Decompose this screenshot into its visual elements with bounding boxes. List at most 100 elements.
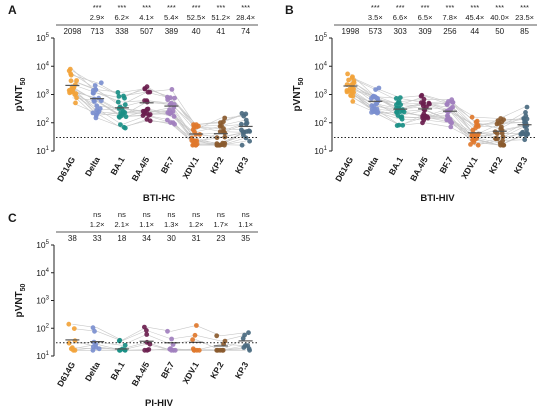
data-point — [215, 142, 221, 148]
x-category-label: BF.7 — [159, 360, 177, 380]
data-point — [469, 114, 475, 120]
gmt-label: 38 — [68, 234, 77, 243]
data-point — [68, 346, 74, 352]
x-axis-title: BTI-HC — [143, 193, 175, 204]
data-point — [475, 142, 481, 148]
y-tick-label: 104 — [314, 61, 327, 71]
x-category-label: Delta — [361, 155, 380, 178]
fold-change-label: 1.2× — [189, 220, 204, 229]
fold-change-label: 1.1× — [139, 220, 154, 229]
subject-line — [72, 323, 246, 341]
x-category-label: BA.1 — [108, 155, 126, 177]
data-point — [117, 337, 123, 343]
data-point — [369, 103, 375, 109]
data-point — [169, 336, 175, 342]
data-point — [220, 347, 226, 353]
data-point — [169, 87, 175, 92]
data-point — [397, 95, 403, 100]
data-point — [140, 113, 146, 118]
significance-label: *** — [142, 3, 151, 12]
data-point — [474, 118, 480, 124]
data-point — [115, 99, 121, 105]
gmt-label: 33 — [93, 234, 102, 243]
data-point — [121, 109, 126, 114]
significance-label: ns — [167, 210, 175, 219]
gmt-label: 34 — [142, 234, 151, 243]
y-axis-label: pVNT50 — [292, 77, 305, 111]
data-point — [518, 131, 524, 137]
data-point — [397, 109, 403, 115]
significance-label: *** — [495, 3, 504, 12]
data-point — [246, 346, 252, 352]
data-point — [420, 103, 426, 109]
fold-change-label: 40.0× — [490, 13, 509, 22]
x-category-label: D614G — [55, 360, 77, 389]
data-point — [420, 115, 425, 121]
data-point — [501, 142, 506, 148]
data-point — [495, 118, 501, 124]
y-tick-label: 102 — [36, 323, 49, 333]
gmt-label: 23 — [216, 234, 225, 243]
data-point — [142, 324, 147, 330]
gmt-label: 713 — [90, 27, 104, 36]
fold-change-label: 28.4× — [236, 13, 255, 22]
gmt-label: 2098 — [63, 27, 81, 36]
data-point — [446, 99, 451, 104]
data-point — [447, 107, 453, 113]
data-point — [221, 119, 226, 125]
data-point — [246, 330, 251, 336]
y-axis-label: pVNT50 — [14, 77, 27, 111]
y-tick-label: 104 — [36, 61, 49, 71]
data-point — [217, 129, 223, 135]
x-category-label: KP.2 — [208, 155, 226, 176]
data-point — [374, 110, 380, 116]
data-point — [168, 120, 173, 125]
data-point — [449, 99, 455, 105]
subject-line — [350, 77, 525, 130]
data-point — [115, 90, 121, 95]
y-tick-label: 105 — [36, 240, 49, 250]
data-point — [118, 122, 123, 127]
data-point — [172, 347, 178, 353]
data-point — [350, 99, 356, 104]
significance-label: *** — [167, 3, 176, 12]
data-point — [350, 74, 355, 80]
significance-label: ns — [242, 210, 250, 219]
data-point — [215, 347, 221, 353]
significance-label: ns — [118, 210, 126, 219]
y-tick-label: 103 — [36, 296, 49, 306]
data-point — [116, 94, 122, 99]
fold-change-label: 51.2× — [211, 13, 230, 22]
fold-change-label: 2.9× — [90, 13, 105, 22]
data-point — [243, 343, 248, 348]
x-category-label: KP.3 — [233, 360, 251, 381]
data-point — [240, 129, 246, 135]
data-point — [191, 138, 196, 144]
data-point — [524, 104, 530, 110]
y-tick-label: 104 — [36, 268, 49, 278]
data-point — [90, 110, 96, 116]
y-tick-label: 101 — [36, 351, 49, 361]
data-point — [220, 140, 226, 146]
data-point — [522, 137, 528, 143]
data-point — [194, 141, 200, 147]
data-point — [374, 106, 380, 112]
x-axis-title: PI-HIV — [145, 398, 174, 409]
data-point — [239, 121, 244, 127]
fold-change-label: 2.1× — [114, 220, 129, 229]
gmt-label: 41 — [216, 27, 225, 36]
fold-change-label: 4.1× — [139, 13, 154, 22]
data-point — [147, 118, 153, 124]
x-category-label: KP.3 — [233, 155, 251, 176]
data-point — [522, 119, 527, 125]
gmt-label: 85 — [520, 27, 529, 36]
x-category-label: BA.1 — [387, 155, 405, 177]
x-category-label: D614G — [55, 155, 77, 184]
subject-line — [350, 101, 525, 146]
data-point — [396, 122, 402, 128]
panel-b: B101102103104105pVNT501998***3.5×573***6… — [285, 3, 537, 204]
data-point — [475, 132, 481, 138]
fold-change-label: 1.2× — [90, 220, 105, 229]
x-axis-title: BTI-HIV — [420, 193, 455, 204]
significance-label: *** — [93, 3, 102, 12]
